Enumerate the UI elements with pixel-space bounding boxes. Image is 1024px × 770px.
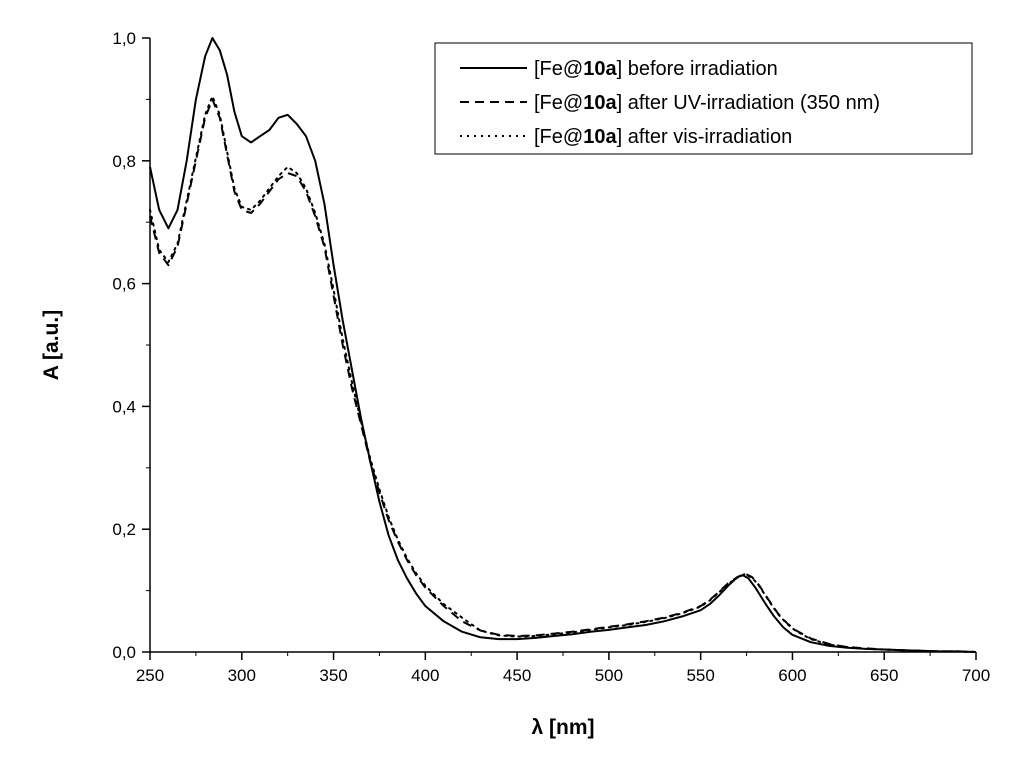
y-ticks: 0,0 0,2 0,4 0,6 0,8 1,0 (112, 29, 150, 662)
x-tick-label: 250 (136, 666, 164, 685)
y-tick-label: 0,8 (112, 152, 136, 171)
legend: [Fe@10a] before irradiation [Fe@10a] afte… (434, 42, 973, 155)
series-layer (149, 37, 977, 653)
x-ticks: 250 300 350 400 450 500 550 600 650 700 (136, 652, 990, 685)
y-tick-label: 0,4 (112, 397, 136, 416)
series-line-3 (149, 95, 977, 653)
legend-label-1: [Fe@10a] before irradiation (534, 58, 778, 80)
x-tick-label: 500 (595, 666, 623, 685)
x-tick-label: 300 (228, 666, 256, 685)
legend-label-2: [Fe@10a] after UV-irradiation (350 nm) (534, 92, 880, 114)
y-tick-label: 0,2 (112, 520, 136, 539)
x-tick-label: 700 (962, 666, 990, 685)
y-axis-title: A [a.u.] (40, 310, 63, 380)
x-tick-label: 650 (870, 666, 898, 685)
x-tick-label: 350 (319, 666, 347, 685)
x-tick-label: 550 (686, 666, 714, 685)
y-tick-label: 0,0 (112, 643, 136, 662)
series-line-2 (149, 98, 977, 653)
x-tick-label: 400 (411, 666, 439, 685)
y-tick-label: 1,0 (112, 29, 136, 48)
x-tick-label: 450 (503, 666, 531, 685)
legend-box (434, 42, 973, 155)
x-axis-title: λ [nm] (532, 716, 595, 739)
legend-label-3: [Fe@10a] after vis-irradiation (534, 126, 792, 148)
x-tick-label: 600 (778, 666, 806, 685)
series-line-1 (149, 37, 977, 653)
y-tick-label: 0,6 (112, 275, 136, 294)
